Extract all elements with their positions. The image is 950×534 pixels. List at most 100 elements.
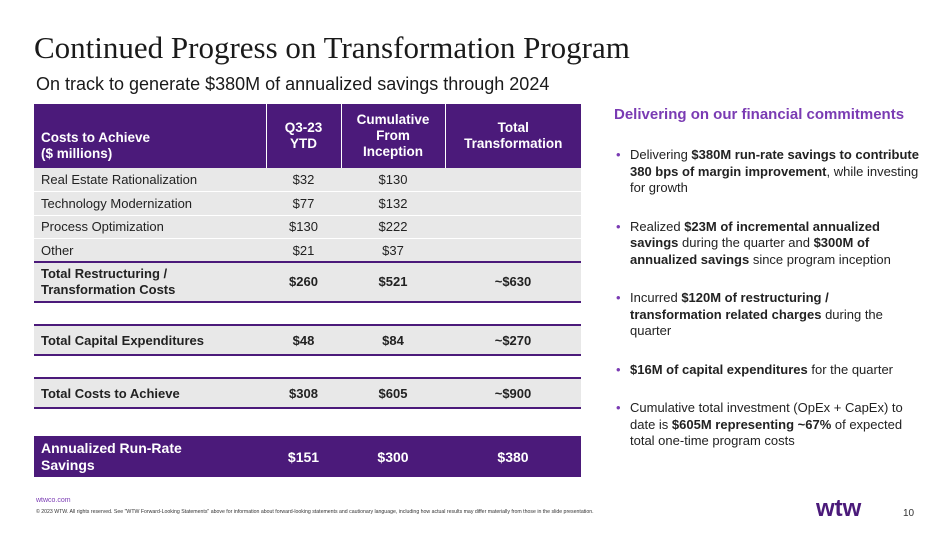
savings-label-line1: Annualized Run-Rate xyxy=(41,439,182,456)
row-cumulative-value: $37 xyxy=(341,238,445,263)
row-q3-value: $32 xyxy=(266,168,341,192)
table-spacer xyxy=(34,302,581,325)
commitments-panel: Delivering on our financial commitments … xyxy=(614,106,924,472)
wtw-logo-icon: wtw xyxy=(816,496,862,520)
bullet-icon: • xyxy=(616,400,621,415)
header-cum-line3: Inception xyxy=(363,144,423,159)
row-total-value xyxy=(445,215,581,239)
bullet-text: Delivering xyxy=(630,147,692,162)
row-q3-value: $21 xyxy=(266,238,341,263)
total-cta-total: ~$900 xyxy=(445,377,581,409)
bullet-bold: $380M run-rate savings to contribute 380… xyxy=(630,147,919,179)
footer-website-link[interactable]: wtwco.com xyxy=(36,497,71,504)
savings-q3: $151 xyxy=(287,448,320,465)
row-label: Process Optimization xyxy=(34,215,266,239)
savings-label: Annualized Run-Rate Savings xyxy=(34,436,266,477)
row-label: Technology Modernization xyxy=(34,191,266,216)
row-cumulative-value: $132 xyxy=(341,191,445,216)
bullet-icon: • xyxy=(616,218,621,234)
header-total-line2: Transformation xyxy=(464,136,563,151)
slide-title: Continued Progress on Transformation Pro… xyxy=(34,30,630,65)
spacer-cell xyxy=(34,408,581,436)
header-cum-line1: Cumulative xyxy=(356,112,430,127)
total-restructuring-label: Total Restructuring / Transformation Cos… xyxy=(34,261,266,303)
table-row: Real Estate Rationalization $32 $130 xyxy=(34,168,581,192)
bullet-icon: • xyxy=(616,290,621,305)
header-label-line2: ($ millions) xyxy=(41,146,113,161)
bullet-text: for the quarter xyxy=(807,361,894,377)
savings-cumulative: $300 xyxy=(377,448,409,465)
bullet-icon: • xyxy=(616,361,621,377)
commitment-bullet: • Cumulative total investment (OpEx + Ca… xyxy=(614,400,924,450)
bullet-text: during the quarter and xyxy=(678,235,814,250)
bullet-text: of expected total one-time program costs xyxy=(630,416,903,449)
total-cta-label: Total Costs to Achieve xyxy=(34,377,266,409)
row-total-value xyxy=(445,191,581,216)
total-restructuring-q3: $260 xyxy=(266,261,341,303)
header-q3-ytd: Q3-23 YTD xyxy=(266,104,342,168)
bullet-text: during the quarter xyxy=(630,306,883,339)
costs-to-achieve-table: Costs to Achieve ($ millions) Q3-23 YTD … xyxy=(34,104,581,477)
total-capex-cumulative: $84 xyxy=(341,324,445,356)
bullet-bold: $605M representing ~67% xyxy=(671,416,832,432)
total-capex-q3: $48 xyxy=(266,324,341,356)
table-row: Process Optimization $130 $222 xyxy=(34,215,581,239)
bullet-icon: • xyxy=(616,147,621,162)
wtw-logo-text: wtw xyxy=(816,496,862,520)
total-cta-cumulative: $605 xyxy=(341,377,445,409)
spacer-cell xyxy=(34,302,581,325)
bullet-text: , while investing for growth xyxy=(630,163,919,196)
spacer-cell xyxy=(34,355,581,378)
commitment-bullet: • Incurred $120M of restructuring / tran… xyxy=(614,290,924,340)
header-cum-line2: From xyxy=(376,128,410,143)
bullet-text: Realized xyxy=(630,218,685,234)
bullet-bold: $16M of capital expenditures xyxy=(630,361,808,377)
total-cta-q3: $308 xyxy=(266,377,341,409)
row-total-value xyxy=(445,238,581,263)
row-total-value xyxy=(445,168,581,192)
table-row: Other $21 $37 xyxy=(34,238,581,263)
row-q3-value: $77 xyxy=(266,191,341,216)
table-header-row: Costs to Achieve ($ millions) Q3-23 YTD … xyxy=(34,104,581,168)
row-cumulative-value: $130 xyxy=(341,168,445,192)
commitment-bullet: • Delivering $380M run-rate savings to c… xyxy=(614,147,924,197)
annualized-savings-row: Annualized Run-Rate Savings $151 $300 $3… xyxy=(34,436,581,477)
savings-total: $380 xyxy=(497,448,529,465)
bullet-text: Cumulative total investment (OpEx + CapE… xyxy=(630,400,903,432)
bullet-text: Incurred xyxy=(630,290,682,305)
table-row: Technology Modernization $77 $132 xyxy=(34,191,581,216)
total-restructuring-cumulative: $521 xyxy=(341,261,445,303)
header-total-line1: Total xyxy=(497,120,529,135)
bullet-bold: $120M of restructuring / transformation … xyxy=(630,290,829,322)
header-total-transformation: Total Transformation xyxy=(445,104,581,168)
total-restructuring-label-line2: Transformation Costs xyxy=(41,282,176,297)
total-restructuring-label-line1: Total Restructuring / xyxy=(41,266,168,281)
header-costs-to-achieve: Costs to Achieve ($ millions) xyxy=(34,104,267,168)
slide-subtitle: On track to generate $380M of annualized… xyxy=(36,74,550,94)
row-label: Other xyxy=(34,238,266,263)
table-spacer xyxy=(34,355,581,378)
total-capex-row: Total Capital Expenditures $48 $84 ~$270 xyxy=(34,324,581,356)
commitment-bullet: • Realized $23M of incremental annualize… xyxy=(614,219,924,269)
header-label-line1: Costs to Achieve xyxy=(41,130,151,145)
commitment-bullet: • $16M of capital expenditures for the q… xyxy=(614,362,924,379)
bullet-bold: $23M of incremental annualized savings xyxy=(630,218,880,251)
header-q3-line1: Q3-23 xyxy=(284,120,323,135)
row-q3-value: $130 xyxy=(266,215,341,239)
total-restructuring-total: ~$630 xyxy=(445,261,581,303)
bullet-text: since program inception xyxy=(749,251,891,267)
row-label: Real Estate Rationalization xyxy=(34,168,266,192)
commitments-heading: Delivering on our financial commitments xyxy=(614,106,905,123)
total-capex-total: ~$270 xyxy=(445,324,581,356)
total-capex-label: Total Capital Expenditures xyxy=(34,324,266,356)
row-cumulative-value: $222 xyxy=(341,215,445,239)
savings-label-line2: Savings xyxy=(41,456,95,473)
page-number: 10 xyxy=(903,508,915,519)
header-cumulative: Cumulative From Inception xyxy=(341,104,446,168)
footer-copyright: © 2023 WTW. All rights reserved. See "WT… xyxy=(36,509,594,515)
bullet-bold: $300M of annualized savings xyxy=(630,235,870,267)
total-restructuring-row: Total Restructuring / Transformation Cos… xyxy=(34,261,581,303)
total-cta-row: Total Costs to Achieve $308 $605 ~$900 xyxy=(34,377,581,409)
table-spacer xyxy=(34,408,581,436)
header-q3-line2: YTD xyxy=(290,136,317,151)
